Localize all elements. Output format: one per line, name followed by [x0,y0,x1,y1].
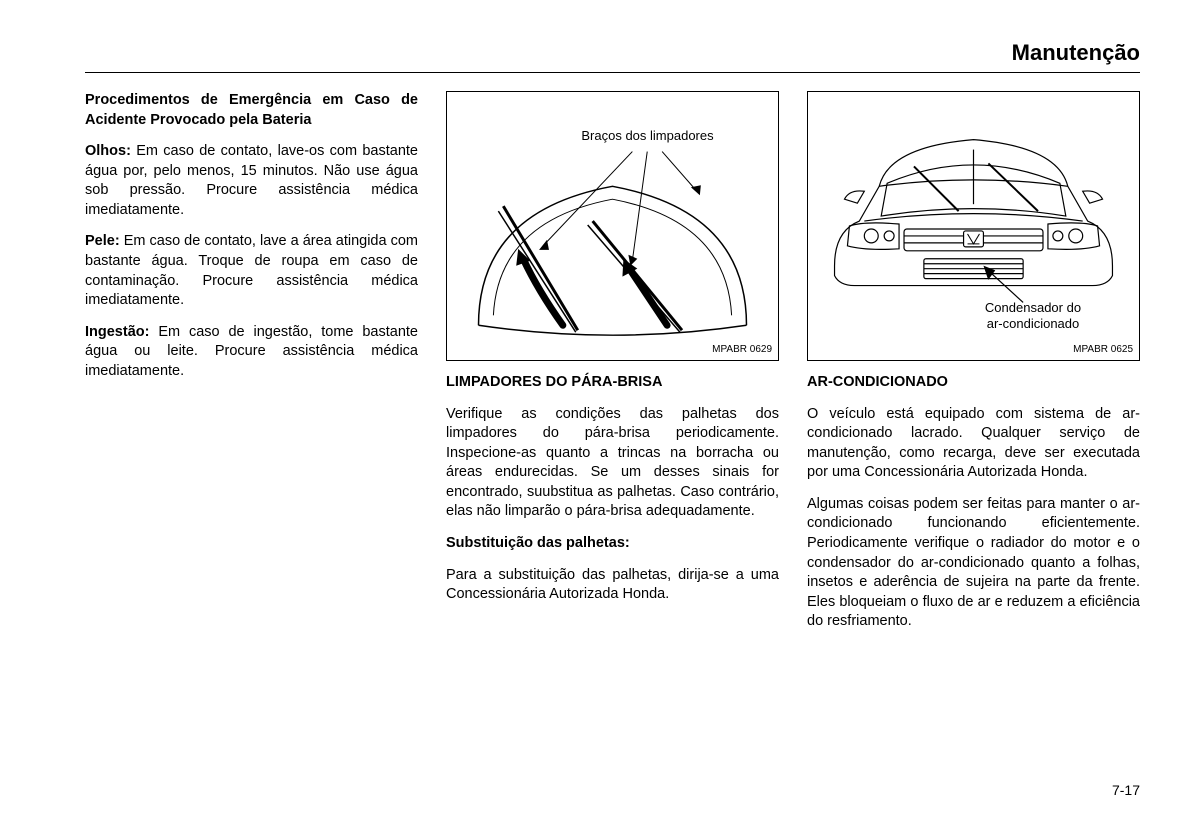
page-title: Manutenção [1012,40,1140,65]
column-3: Condensador do ar-condicionado MPABR 062… [807,91,1140,644]
text-pele: Em caso de contato, lave a área atingida… [85,233,418,308]
figure-wipers: Braços dos limpadores [446,91,779,361]
col2-p1: Verifique as condições das palhetas dos … [446,405,779,522]
figure-wipers-code: MPABR 0629 [712,343,772,357]
column-2: Braços dos limpadores [446,91,779,644]
col1-p2: Pele: Em caso de contato, lave a área at… [85,232,418,310]
content-columns: Procedimentos de Emergência em Caso de A… [85,91,1140,644]
figure-car: Condensador do ar-condicionado MPABR 062… [807,91,1140,361]
col3-p2: Algumas coisas podem ser feitas para man… [807,495,1140,632]
page-header: Manutenção [85,40,1140,73]
figure-car-code: MPABR 0625 [1073,343,1133,357]
text-olhos: Em caso de contato, lave-os com bastante… [85,143,418,218]
col1-p3: Ingestão: Em caso de ingestão, tome bast… [85,323,418,382]
col2-heading: LIMPADORES DO PÁRA-BRISA [446,373,779,393]
col3-p1: O veículo está equipado com sistema de a… [807,405,1140,483]
col1-p1: Olhos: Em caso de contato, lave-os com b… [85,142,418,220]
col2-subheading: Substituição das palhetas: [446,534,779,554]
page-number: 7-17 [1112,782,1140,798]
col2-p2: Para a substituição das palhetas, dirija… [446,566,779,605]
page: Manutenção Procedimentos de Emergência e… [0,0,1200,674]
col3-heading: AR-CONDICIONADO [807,373,1140,393]
label-ingestao: Ingestão: [85,324,149,340]
figure-car-label: Condensador do ar-condicionado [948,300,1118,331]
label-olhos: Olhos: [85,143,131,159]
figure-wipers-label: Braços dos limpadores [527,128,768,144]
column-1: Procedimentos de Emergência em Caso de A… [85,91,418,644]
label-pele: Pele: [85,233,120,249]
col1-heading: Procedimentos de Emergência em Caso de A… [85,91,418,130]
